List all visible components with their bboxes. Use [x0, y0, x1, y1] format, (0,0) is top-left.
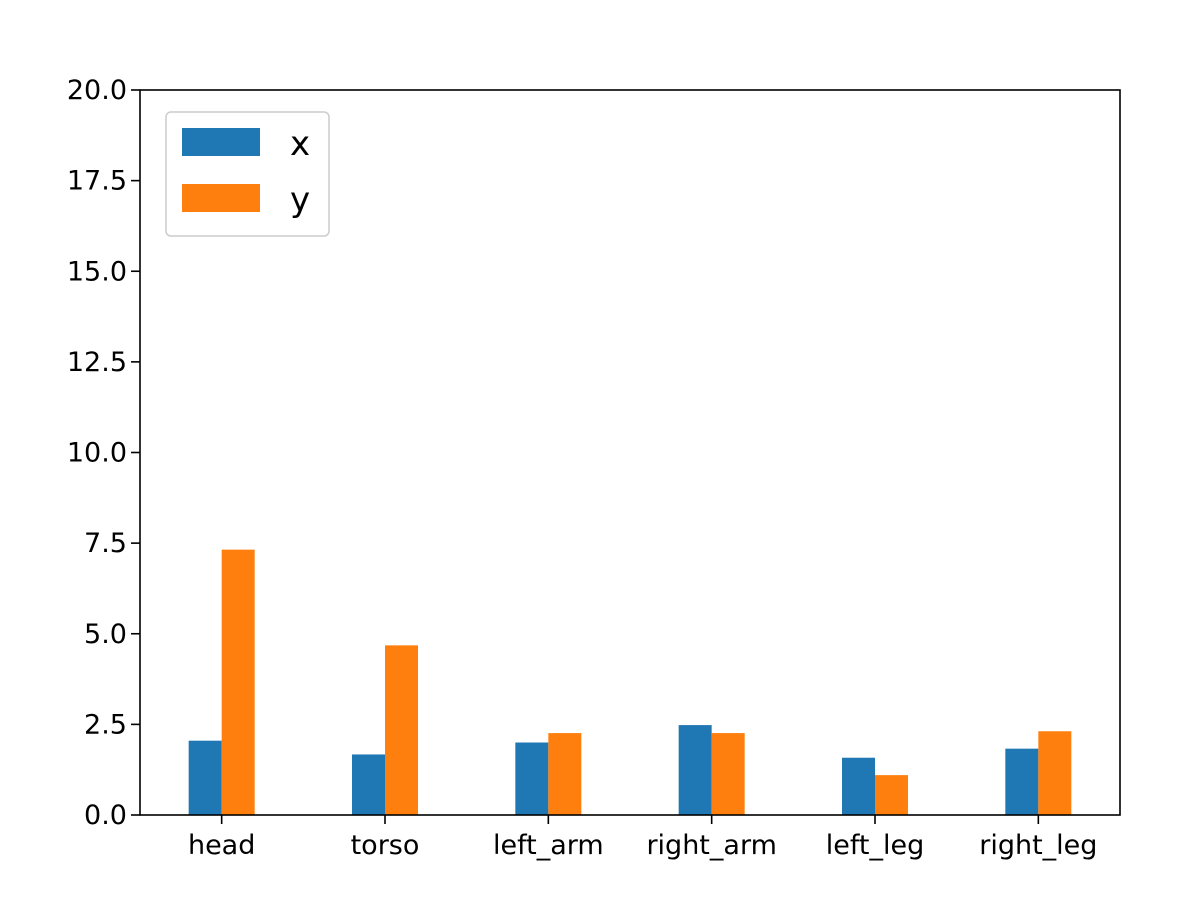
bar-x-right_leg: [1005, 748, 1039, 815]
bar-y-left_arm: [548, 733, 582, 815]
bars-group: [188, 549, 1072, 815]
y-tick-label: 0.0: [84, 800, 127, 831]
legend-label-x: x: [290, 124, 310, 164]
y-tick-label: 5.0: [84, 619, 127, 650]
x-tick-label-head: head: [188, 830, 255, 861]
y-tick-label: 12.5: [67, 347, 127, 378]
y-axis: 0.0 2.5 5.0 7.5 10.0 12.5 15.0 17.5 20.0: [67, 75, 140, 831]
x-tick-label-left_leg: left_leg: [826, 830, 924, 861]
bar-x-left_arm: [515, 742, 549, 815]
x-tick-label-right_leg: right_leg: [979, 830, 1097, 861]
y-tick-label: 15.0: [67, 256, 127, 287]
y-tick-label: 17.5: [67, 166, 127, 197]
bar-x-right_arm: [678, 725, 712, 815]
bar-x-left_leg: [842, 757, 875, 815]
y-tick-label: 10.0: [67, 438, 127, 469]
bar-y-right_leg: [1038, 731, 1072, 815]
x-axis: head torso left_arm right_arm left_leg right_…: [188, 815, 1097, 861]
legend-swatch-x: [182, 128, 260, 156]
x-tick-label-left_arm: left_arm: [493, 830, 604, 861]
bar-y-head: [221, 549, 255, 815]
bar-x-head: [188, 740, 222, 815]
x-tick-label-torso: torso: [351, 830, 420, 861]
y-tick-label: 20.0: [67, 75, 127, 106]
bar-y-left_leg: [875, 775, 908, 815]
legend-label-y: y: [290, 180, 310, 220]
legend-swatch-y: [182, 184, 260, 212]
legend: x y: [165, 111, 330, 237]
x-tick-label-right_arm: right_arm: [646, 830, 776, 861]
bar-y-right_arm: [711, 733, 745, 815]
y-tick-label: 2.5: [84, 709, 127, 740]
bar-y-torso: [385, 645, 418, 815]
bar-x-torso: [352, 754, 385, 815]
y-tick-label: 7.5: [84, 528, 127, 559]
